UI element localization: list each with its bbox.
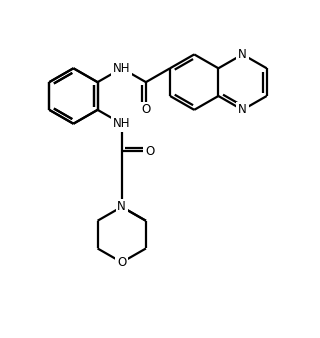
Text: N: N [238, 48, 247, 61]
Text: N: N [238, 103, 247, 116]
Text: NH: NH [113, 62, 131, 75]
Text: O: O [117, 256, 126, 269]
Text: O: O [145, 145, 154, 158]
Text: O: O [141, 103, 150, 116]
Text: NH: NH [113, 117, 131, 130]
Text: N: N [117, 200, 126, 213]
